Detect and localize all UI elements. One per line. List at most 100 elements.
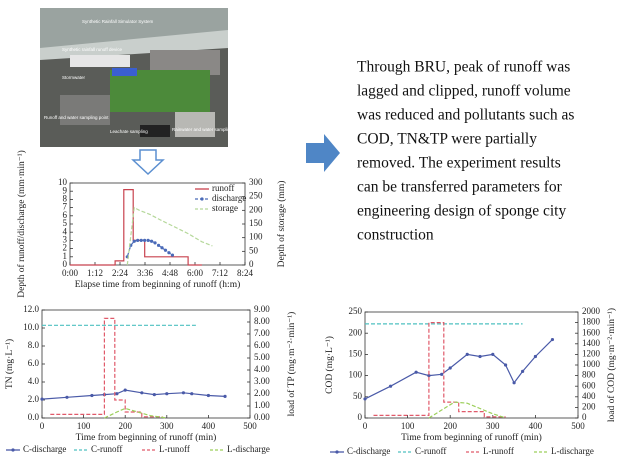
page: { "photo": {"labels": ["Synthetic Rainfa…	[0, 0, 622, 458]
data-point	[140, 391, 143, 394]
y-tick-label: 200	[349, 327, 363, 337]
y-axis-title: COD (mg·L⁻¹)	[324, 336, 335, 394]
paragraph-line: can be transferred parameters for	[357, 179, 563, 196]
y2-tick-label: 2000	[582, 306, 601, 316]
y2-tick-label: 1600	[582, 327, 601, 337]
data-point	[153, 241, 156, 244]
data-point	[160, 246, 163, 249]
x-tick-label: 0:00	[62, 268, 79, 278]
y2-tick-label: 8.00	[254, 316, 270, 326]
x-tick-label: 500	[243, 421, 257, 431]
data-point	[182, 391, 185, 394]
y-tick-label: 4.0	[28, 376, 40, 386]
x-tick-label: 200	[118, 421, 132, 431]
photo-label: Synthetic rainfall runoff device	[62, 47, 122, 52]
y2-tick-label: 600	[582, 380, 596, 390]
data-point	[190, 392, 193, 395]
data-point	[65, 396, 68, 399]
y2-axis-title: Depth of storage (mm)	[276, 181, 287, 268]
data-point	[521, 370, 524, 373]
legend-label: C-discharge	[347, 446, 390, 456]
y2-tick-label: 300	[249, 177, 263, 187]
y2-tick-label: 2.00	[254, 388, 270, 398]
y-tick-label: 12.0	[23, 304, 39, 314]
data-point	[140, 239, 143, 242]
data-point	[164, 249, 167, 252]
y2-tick-label: 1400	[582, 338, 601, 348]
y-axis-title: TN (mg·L⁻¹)	[4, 339, 15, 389]
y-tick-label: 0	[358, 412, 363, 422]
x-tick-label: 0	[363, 421, 368, 431]
x-tick-label: 100	[401, 421, 415, 431]
y2-tick-label: 3.00	[254, 376, 270, 386]
data-point	[363, 397, 366, 400]
y2-tick-label: 5.00	[254, 352, 270, 362]
y-tick-label: 150	[349, 348, 363, 358]
data-point	[449, 366, 452, 369]
x-tick-label: 1:12	[87, 268, 103, 278]
y2-tick-label: 1800	[582, 317, 601, 327]
data-point	[136, 239, 139, 242]
plot-frame	[365, 312, 578, 418]
y-tick-label: 0.0	[28, 412, 40, 422]
y-tick-label: 6.0	[28, 358, 40, 368]
data-point	[165, 392, 168, 395]
data-point	[440, 373, 443, 376]
x-tick-label: 6:00	[187, 268, 204, 278]
legend-label: C-runoff	[91, 444, 122, 454]
y2-tick-label: 1000	[582, 359, 601, 369]
series-line	[70, 190, 202, 265]
data-point	[133, 240, 136, 243]
x-tick-label: 100	[77, 421, 91, 431]
legend-marker	[11, 448, 14, 451]
y2-tick-label: 0	[582, 412, 587, 422]
photo-label: Leachate sampling	[110, 129, 148, 134]
data-point	[153, 393, 156, 396]
legend-label: runoff	[212, 183, 234, 193]
paragraph-line: construction	[357, 227, 434, 244]
paragraph-line: removed. The experiment results	[357, 155, 561, 172]
legend-label: C-discharge	[23, 444, 66, 454]
legend-label: L-discharge	[227, 444, 270, 454]
y2-tick-label: 1200	[582, 348, 601, 358]
y-tick-label: 2.0	[28, 394, 40, 404]
y2-axis-title: load of TP (mg·m⁻²·min⁻¹)	[286, 312, 297, 417]
y2-tick-label: 200	[582, 401, 596, 411]
y-tick-label: 50	[353, 391, 363, 401]
y2-tick-label: 0	[249, 259, 254, 269]
x-tick-label: 300	[486, 421, 500, 431]
y2-tick-label: 4.00	[254, 364, 270, 374]
series-line	[42, 390, 225, 399]
legend-label: discharge	[212, 193, 246, 203]
paragraph-line: Through BRU, peak of runoff was	[357, 59, 570, 76]
y2-tick-label: 100	[249, 232, 263, 242]
legend-label: L-discharge	[551, 446, 594, 456]
y2-tick-label: 150	[249, 218, 263, 228]
data-point	[115, 392, 118, 395]
x-tick-label: 0	[40, 421, 45, 431]
photo-label: Stormwater	[62, 75, 86, 80]
data-point	[466, 353, 469, 356]
series-line	[374, 323, 506, 417]
x-axis-title: Time from beginning of runoff (min)	[76, 432, 217, 443]
data-point	[143, 239, 146, 242]
series-line	[104, 408, 166, 418]
y2-tick-label: 250	[249, 191, 263, 201]
y2-tick-label: 9.00	[254, 304, 270, 314]
x-axis-title: Time from beginning of runoff (min)	[401, 432, 542, 443]
y2-tick-label: 1.00	[254, 400, 270, 410]
y-tick-label: 250	[349, 306, 363, 316]
data-point	[207, 394, 210, 397]
paragraph-line: lagged and clipped, runoff volume	[357, 83, 571, 100]
x-tick-label: 500	[571, 421, 585, 431]
data-point	[124, 389, 127, 392]
x-tick-label: 300	[160, 421, 174, 431]
figure: Synthetic Rainfall Simulator System Synt…	[0, 0, 622, 458]
x-tick-label: 400	[202, 421, 216, 431]
plot-frame	[42, 310, 250, 418]
data-point	[551, 338, 554, 341]
legend-marker	[200, 197, 203, 200]
y2-axis-title: load of COD (mg·m⁻²·min⁻¹)	[606, 308, 617, 422]
x-tick-label: 7:12	[212, 268, 228, 278]
photo-label: Synthetic Rainfall Simulator System	[82, 19, 154, 24]
